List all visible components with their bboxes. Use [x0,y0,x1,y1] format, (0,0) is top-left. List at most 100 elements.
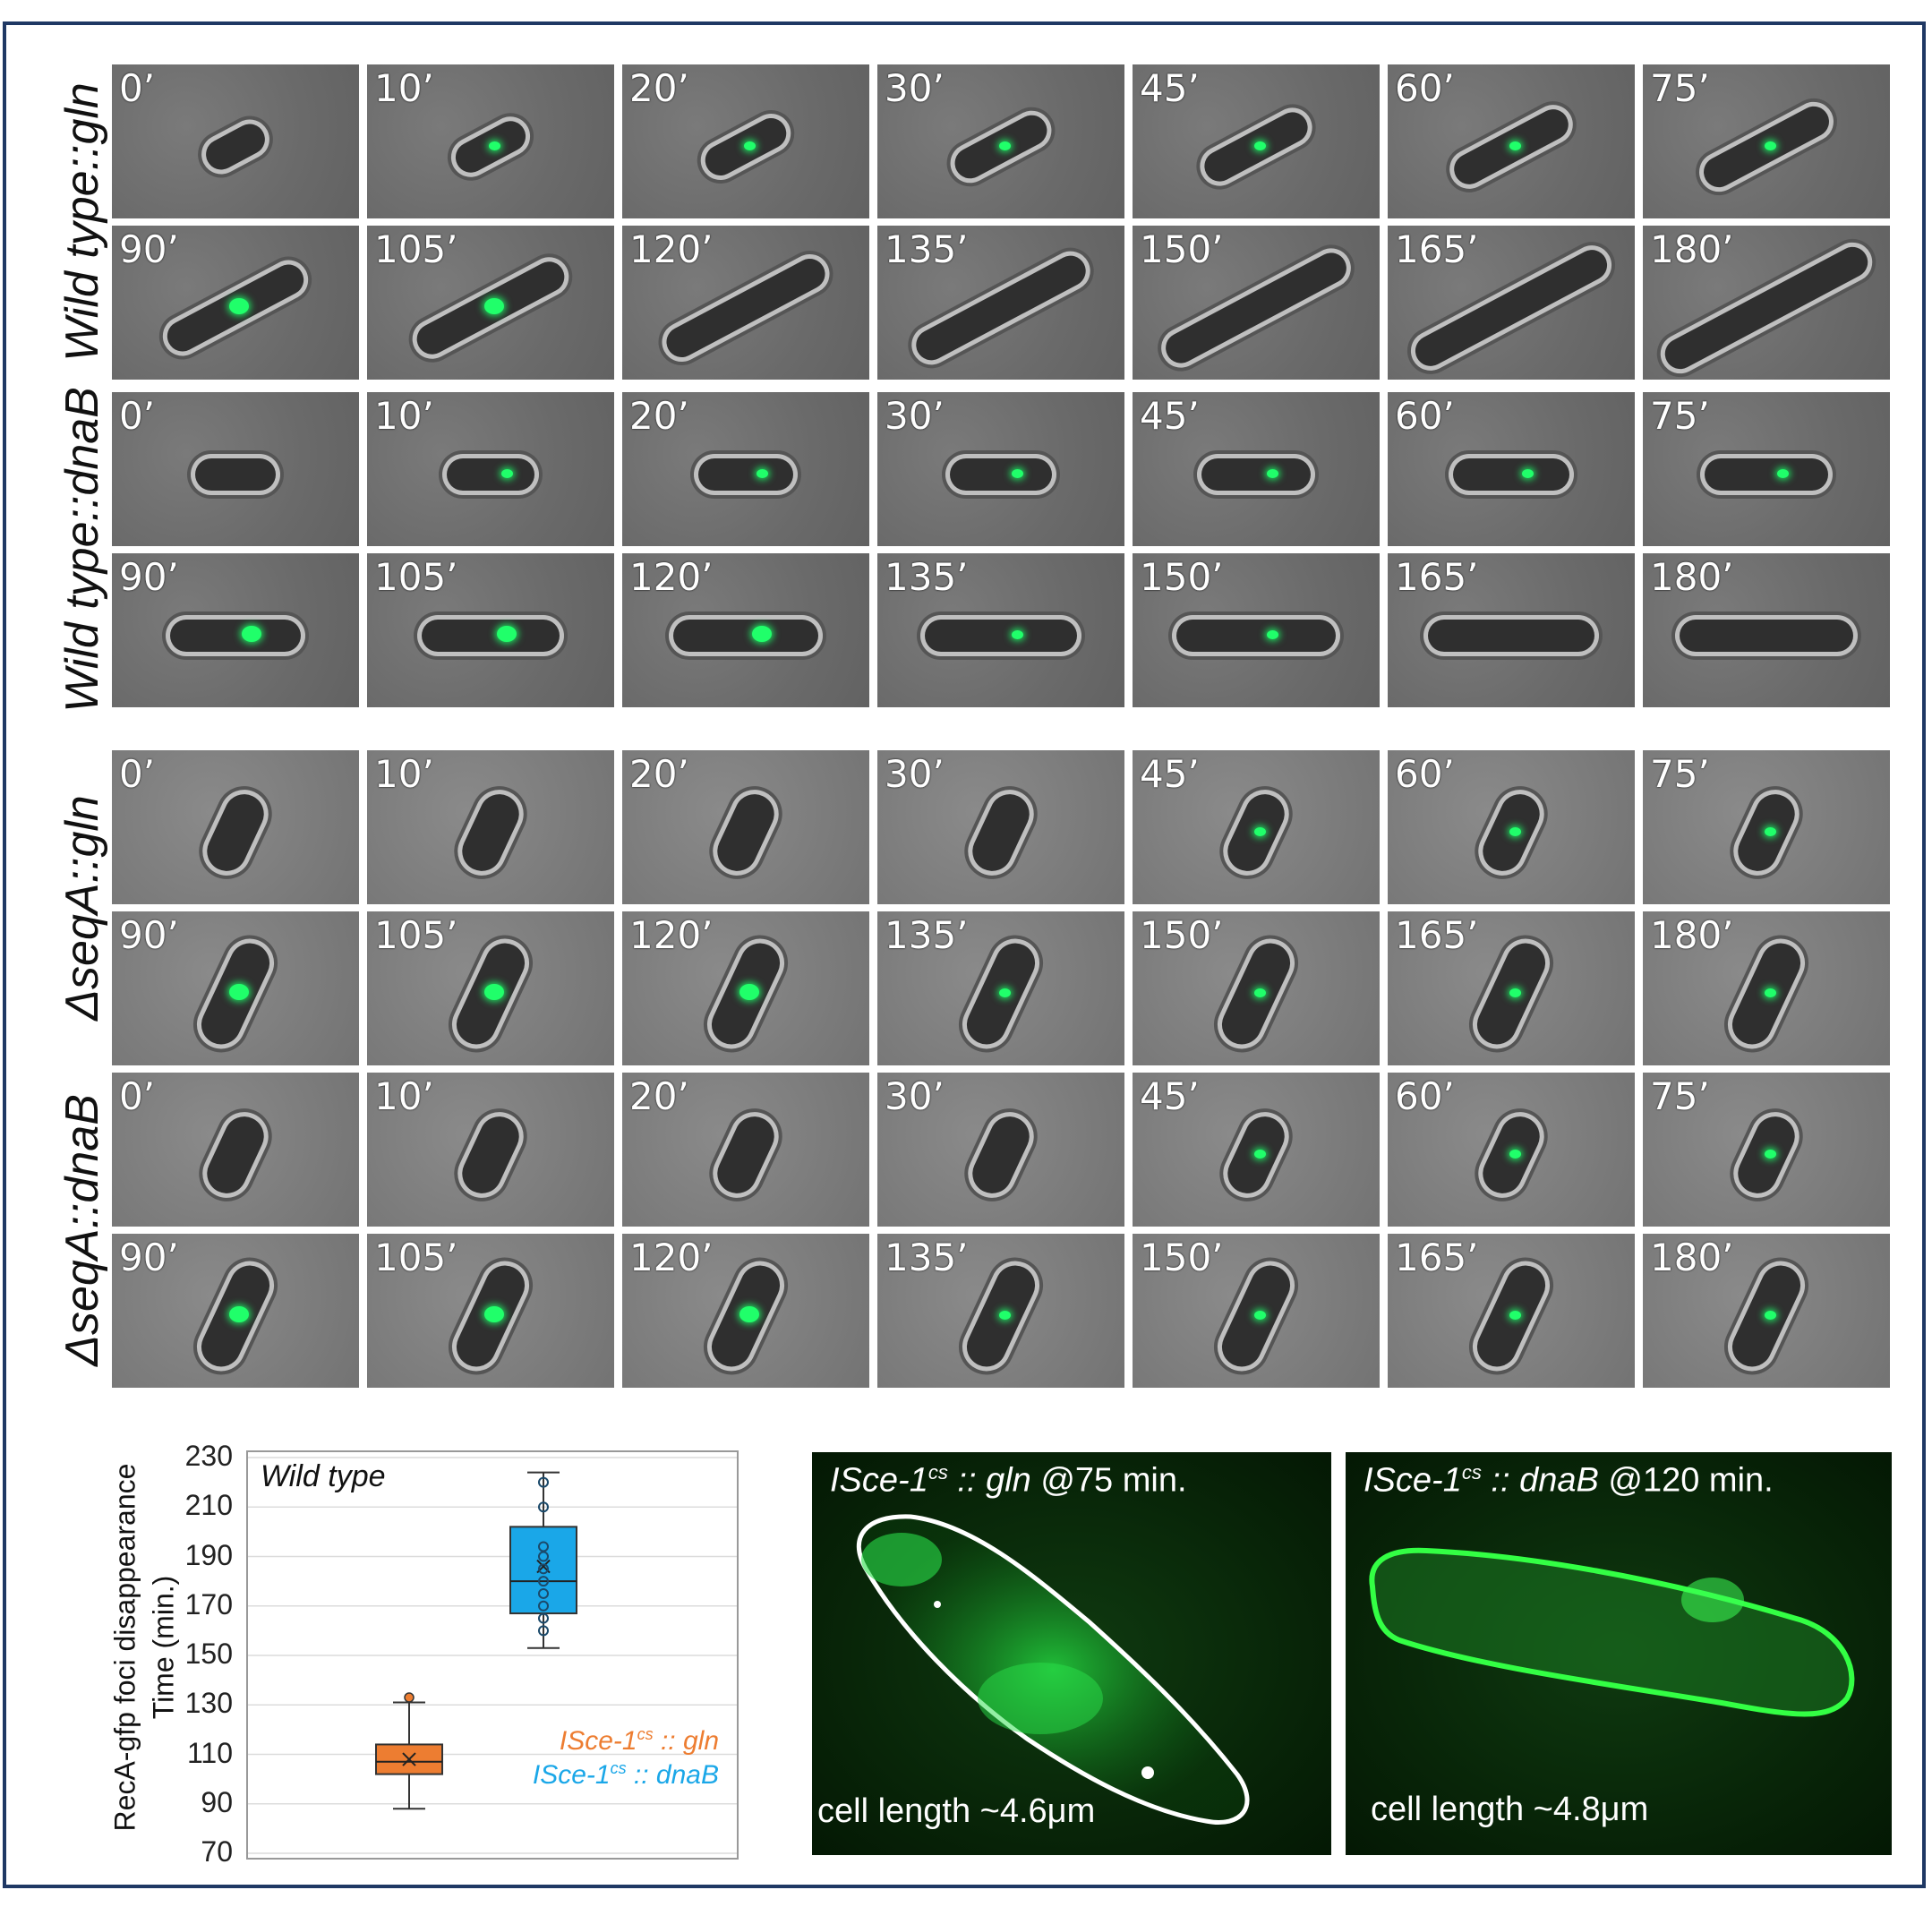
timelapse-tile: 150’ [1133,553,1380,707]
y-tick-label: 110 [186,1736,233,1769]
time-label: 150’ [1140,1236,1224,1279]
gfp-focus [1509,1310,1521,1320]
data-point [538,1600,549,1612]
timelapse-tile: 165’ [1388,911,1635,1065]
time-label: 20’ [629,1074,689,1118]
timelapse-tile: 180’ [1643,226,1890,380]
time-label: 60’ [1395,1074,1455,1118]
time-label: 20’ [629,752,689,796]
timelapse-tile: 20’ [622,1073,869,1227]
timelapse-tile: 135’ [877,553,1124,707]
gfp-focus [484,1306,504,1322]
timelapse-tile: 120’ [622,1234,869,1388]
timelapse-tile: 90’ [112,1234,359,1388]
bacterium-cell [170,620,301,652]
bacterium-cell [1428,620,1594,652]
time-label: 165’ [1395,913,1479,957]
time-label: 90’ [119,1236,179,1279]
chart-annotation: Wild type [261,1459,386,1493]
micrograph-gln-footer: cell length ~4.6μm [817,1792,1096,1830]
time-label: 45’ [1140,66,1200,110]
time-label: 90’ [119,227,179,271]
gfp-focus [242,626,261,642]
timelapse-tile: 0’ [112,750,359,904]
bacterium-cell [1680,620,1853,652]
time-label: 105’ [374,913,458,957]
gfp-focus [229,298,249,314]
time-label: 120’ [629,555,714,599]
timelapse-tile: 120’ [622,911,869,1065]
gfp-focus [1509,826,1521,836]
time-label: 10’ [374,1074,434,1118]
mean-marker [402,1752,416,1766]
gfp-focus [1764,141,1776,150]
bacterium-cell [195,458,276,491]
bacterium-cell [966,1109,1036,1201]
data-point [538,1541,549,1552]
time-label: 120’ [629,1236,714,1279]
legend-dnab: ISce-1cs :: dnaB [532,1759,719,1790]
gfp-focus [1509,141,1521,150]
time-label: 30’ [885,752,945,796]
timelapse-tile: 165’ [1388,226,1635,380]
time-label: 0’ [119,66,156,110]
time-label: 135’ [885,1236,969,1279]
time-label: 165’ [1395,1236,1479,1279]
time-label: 60’ [1395,752,1455,796]
outlier-point [404,1692,415,1703]
time-label: 75’ [1650,752,1710,796]
timelapse-tile: 105’ [367,226,614,380]
time-label: 120’ [629,913,714,957]
gfp-focus [739,984,759,1000]
gfp-focus [1253,988,1266,997]
gfp-focus [1776,468,1789,478]
time-label: 45’ [1140,394,1200,438]
gfp-focus [998,988,1011,997]
time-label: 90’ [119,913,179,957]
time-label: 135’ [885,555,969,599]
bacterium-cell [1201,458,1311,491]
time-label: 30’ [885,1074,945,1118]
time-label: 75’ [1650,66,1710,110]
y-tick-label: 70 [201,1835,233,1868]
time-label: 10’ [374,394,434,438]
data-point [538,1476,549,1488]
timelapse-tile: 150’ [1133,226,1380,380]
timelapse-tile: 75’ [1643,392,1890,546]
timelapse-tile: 0’ [112,64,359,218]
timelapse-tile: 60’ [1388,392,1635,546]
bacterium-cell [447,458,534,491]
time-label: 10’ [374,66,434,110]
time-label: 20’ [629,394,689,438]
gfp-focus [1509,1149,1521,1159]
timelapse-tile: 150’ [1133,911,1380,1065]
bacterium-cell [422,620,560,652]
box-series-1 [509,1471,577,1649]
timelapse-tile: 120’ [622,553,869,707]
gfp-focus [739,1306,759,1322]
timelapse-tile: 10’ [367,392,614,546]
time-label: 180’ [1650,1236,1734,1279]
time-label: 30’ [885,394,945,438]
time-label: 180’ [1650,913,1734,957]
y-tick-label: 230 [184,1440,233,1472]
gfp-focus [497,626,517,642]
time-label: 20’ [629,66,689,110]
gfp-focus [998,1310,1011,1320]
timelapse-tile: 60’ [1388,750,1635,904]
bacterium-cell [673,620,818,652]
gfp-focus [1764,826,1776,836]
timelapse-tile: 180’ [1643,911,1890,1065]
bacterium-cell [1176,620,1336,652]
data-point [538,1563,549,1575]
gfp-focus [1253,826,1266,836]
micrograph-dnab: ISce-1cs :: dnaB @120 min. cell length ~… [1346,1452,1892,1855]
bacterium-cell [711,1109,781,1201]
time-label: 180’ [1650,227,1734,271]
data-point [538,1551,549,1562]
gfp-focus [752,626,772,642]
bacterium-cell [456,787,526,878]
time-label: 0’ [119,394,156,438]
timelapse-tile: 150’ [1133,1234,1380,1388]
timelapse-tile: 165’ [1388,1234,1635,1388]
